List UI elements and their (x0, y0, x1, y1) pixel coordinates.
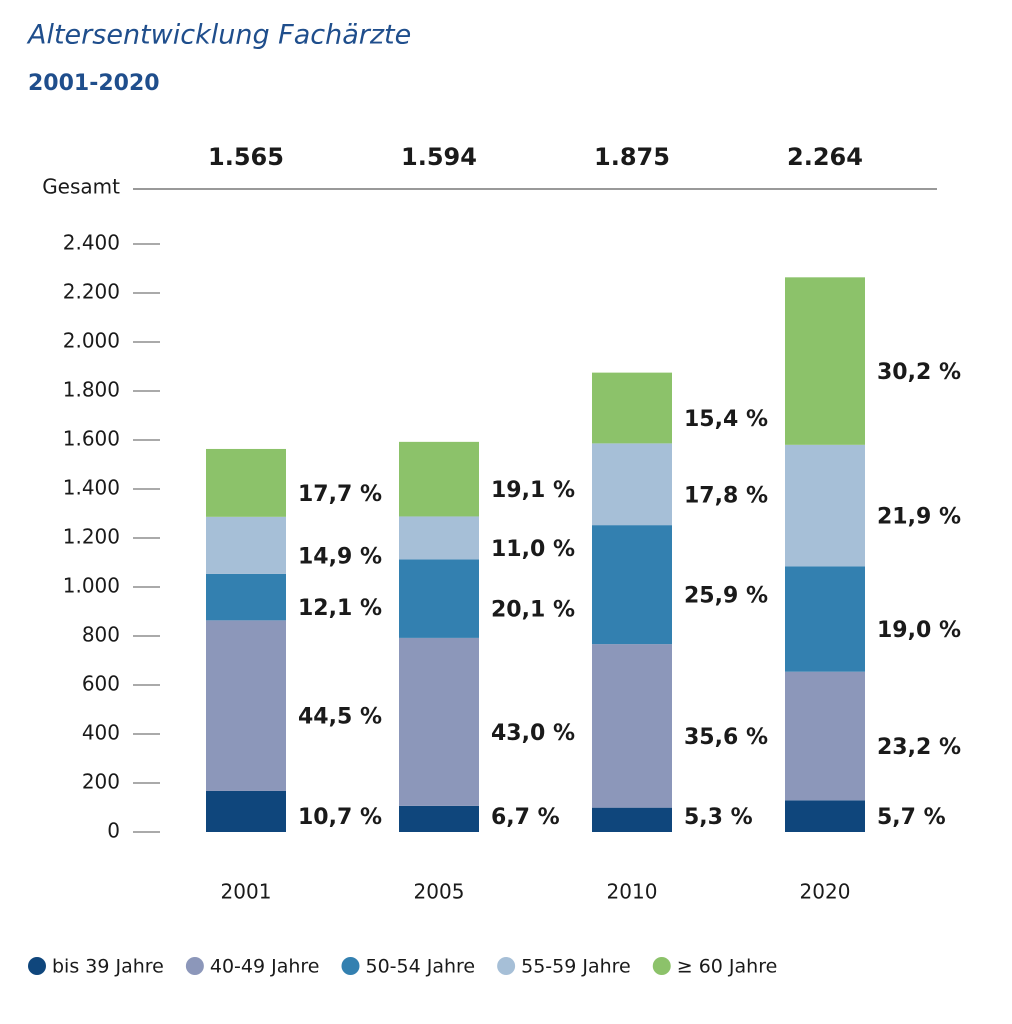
legend-label: 40-49 Jahre (210, 956, 320, 978)
value-label: 11,0 % (491, 537, 575, 562)
legend-swatch (28, 957, 46, 975)
value-label: 17,7 % (298, 482, 382, 507)
legend-swatch (185, 957, 204, 975)
y-tick-label: 2.000 (63, 329, 120, 353)
value-label: 12,1 % (298, 596, 382, 621)
y-tick-label: 1.400 (63, 476, 120, 500)
total-label: 2.264 (787, 143, 863, 171)
value-label: 10,7 % (298, 805, 382, 830)
legend-swatch (652, 957, 671, 975)
value-label: 5,3 % (684, 805, 753, 830)
total-label: 1.875 (594, 143, 670, 171)
x-tick-label: 2005 (414, 880, 465, 904)
bar-segment (592, 525, 672, 645)
total-label: 1.594 (401, 143, 477, 171)
value-label: 21,9 % (877, 505, 961, 530)
bar-segment (206, 448, 286, 517)
x-tick-label: 2001 (221, 880, 272, 904)
bar-segment (399, 637, 479, 806)
bar-segment (206, 790, 286, 832)
bar-segment (206, 573, 286, 621)
bar-segment (592, 644, 672, 808)
value-label: 43,0 % (491, 721, 575, 746)
bar-segment (785, 566, 865, 672)
bar-segment (206, 516, 286, 574)
bar-segment (785, 444, 865, 567)
value-label: 15,4 % (684, 407, 768, 432)
bar-segment (592, 443, 672, 526)
value-label: 19,0 % (877, 618, 961, 643)
y-tick-label: 400 (82, 721, 120, 745)
bar-segment (399, 441, 479, 517)
y-tick-label: 1.800 (63, 378, 120, 402)
x-tick-label: 2010 (607, 880, 658, 904)
value-label: 6,7 % (491, 805, 560, 830)
value-label: 44,5 % (298, 705, 382, 730)
y-tick-label: 0 (107, 819, 120, 843)
y-tick-label: 2.400 (63, 231, 120, 255)
bar-segment (399, 516, 479, 560)
y-tick-label: 2.200 (63, 280, 120, 304)
y-tick-label: 1.200 (63, 525, 120, 549)
value-label: 5,7 % (877, 805, 946, 830)
value-label: 23,2 % (877, 735, 961, 760)
total-label: 1.565 (208, 143, 284, 171)
bar-segment (399, 805, 479, 832)
legend-label: bis 39 Jahre (52, 956, 164, 978)
value-label: 17,8 % (684, 483, 768, 508)
bar-segment (785, 800, 865, 832)
bar-segment (399, 559, 479, 638)
y-tick-label: 1.000 (63, 574, 120, 598)
value-label: 35,6 % (684, 725, 768, 750)
legend-label: 50-54 Jahre (366, 956, 476, 978)
total-title: Gesamt (42, 175, 120, 199)
y-tick-label: 800 (82, 623, 120, 647)
y-tick-label: 200 (82, 770, 120, 794)
legend-label: ≥ 60 Jahre (677, 956, 778, 978)
y-tick-label: 600 (82, 672, 120, 696)
bar-segment (206, 620, 286, 791)
legend-swatch (341, 957, 360, 975)
chart-title: Altersentwicklung Fachärzte (26, 20, 411, 51)
legend-swatch (497, 957, 516, 975)
y-tick-label: 1.600 (63, 427, 120, 451)
bar-segment (592, 807, 672, 832)
bar-segment (592, 372, 672, 444)
value-label: 30,2 % (877, 360, 961, 385)
chart-subtitle: 2001-2020 (28, 71, 160, 96)
bar-segment (785, 277, 865, 445)
legend-label: 55-59 Jahre (521, 956, 631, 978)
bar-segment (785, 671, 865, 801)
value-label: 25,9 % (684, 584, 768, 609)
x-tick-label: 2020 (800, 880, 851, 904)
value-label: 14,9 % (298, 544, 382, 569)
value-label: 19,1 % (491, 478, 575, 503)
value-label: 20,1 % (491, 598, 575, 623)
